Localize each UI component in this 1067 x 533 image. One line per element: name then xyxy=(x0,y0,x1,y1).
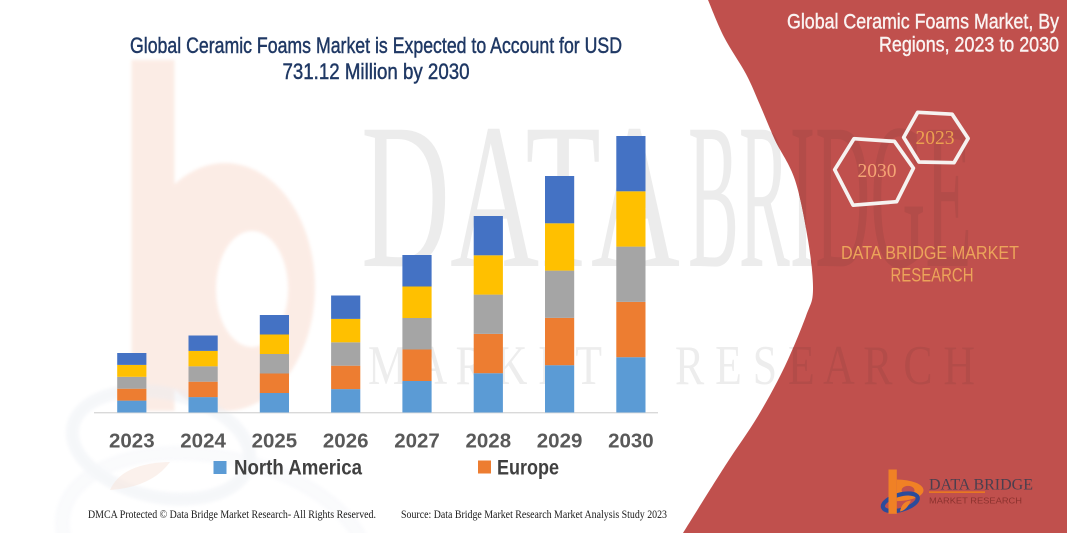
svg-text:2023: 2023 xyxy=(109,430,155,453)
svg-text:Source: Data Bridge Market Res: Source: Data Bridge Market Research Mark… xyxy=(401,509,667,521)
svg-text:DATA BRIDGE: DATA BRIDGE xyxy=(929,477,1033,494)
svg-text:2029: 2029 xyxy=(537,430,583,453)
svg-text:2030: 2030 xyxy=(858,161,897,182)
svg-text:2028: 2028 xyxy=(465,430,511,453)
svg-text:2025: 2025 xyxy=(252,430,298,453)
svg-text:Global Ceramic Foams Market is: Global Ceramic Foams Market is Expected … xyxy=(130,33,622,58)
svg-text:2027: 2027 xyxy=(394,430,440,453)
svg-text:DMCA Protected © Data Bridge M: DMCA Protected © Data Bridge Market Rese… xyxy=(88,509,376,521)
svg-text:Global Ceramic Foams Market, B: Global Ceramic Foams Market, By xyxy=(787,11,1059,34)
svg-text:Europe: Europe xyxy=(497,457,559,480)
svg-text:2023: 2023 xyxy=(916,128,955,149)
svg-text:DATA BRIDGE MARKET: DATA BRIDGE MARKET xyxy=(841,242,1019,263)
svg-text:MARKET RESEARCH: MARKET RESEARCH xyxy=(929,496,1022,506)
svg-text:2030: 2030 xyxy=(608,430,654,453)
svg-text:731.12 Million by 2030: 731.12 Million by 2030 xyxy=(283,59,470,84)
svg-text:2026: 2026 xyxy=(323,430,369,453)
svg-text:RESEARCH: RESEARCH xyxy=(891,266,974,287)
svg-text:North America: North America xyxy=(234,457,362,480)
svg-text:Regions, 2023 to 2030: Regions, 2023 to 2030 xyxy=(879,34,1059,57)
svg-text:2024: 2024 xyxy=(180,430,226,453)
